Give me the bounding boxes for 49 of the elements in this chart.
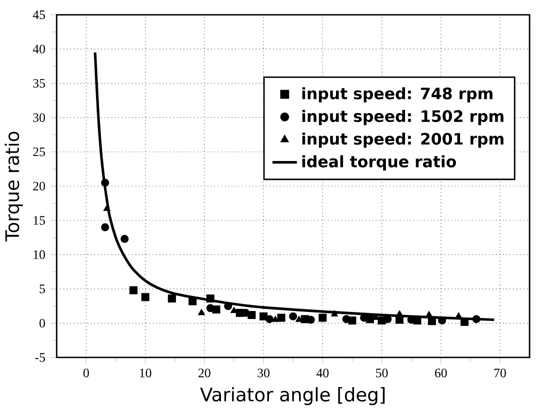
- point: [289, 312, 298, 320]
- point: [101, 223, 110, 232]
- x-tick-label: 40: [316, 368, 329, 378]
- point: [395, 316, 404, 324]
- legend-label: input speed: 2001 rpm: [302, 132, 504, 148]
- x-tick-label: 50: [376, 368, 388, 378]
- point: [101, 178, 110, 187]
- y-axis-title: Torque ratio: [4, 132, 23, 242]
- point: [472, 315, 480, 324]
- y-tick-label: 10: [34, 250, 45, 260]
- point: [129, 286, 138, 294]
- point: [272, 316, 279, 322]
- y-tick-label: 40: [32, 44, 45, 54]
- point: [384, 315, 392, 324]
- point: [206, 304, 214, 312]
- point: [206, 294, 214, 303]
- point: [120, 234, 129, 243]
- point: [198, 308, 205, 316]
- y-tick-label: 25: [33, 148, 45, 156]
- point: [318, 314, 327, 322]
- y-tick-label: 35: [33, 79, 45, 88]
- point: [342, 315, 350, 324]
- point: [265, 315, 274, 324]
- y-tick-label: 30: [33, 113, 45, 122]
- point: [103, 204, 110, 211]
- x-tick-label: 30: [258, 368, 270, 378]
- x-tick-label: 20: [198, 368, 210, 378]
- y-tick-label: -5: [35, 353, 45, 362]
- x-tick-label: 60: [435, 368, 447, 378]
- x-tick-label: 70: [494, 368, 506, 378]
- point: [168, 294, 176, 303]
- y-tick-label: 45: [32, 10, 45, 20]
- legend-label: input speed: 1502 rpm: [302, 110, 504, 126]
- point: [277, 314, 286, 322]
- legend-label: ideal torque ratio: [302, 155, 456, 171]
- x-tick-label: 0: [83, 368, 89, 378]
- y-tick-label: 20: [33, 182, 45, 191]
- x-axis-title: Variator angle [deg]: [200, 387, 385, 406]
- y-tick-label: 15: [34, 216, 45, 225]
- point: [141, 293, 150, 302]
- x-tick-label: 10: [140, 368, 152, 378]
- y-tick-label: 5: [40, 284, 45, 294]
- point: [428, 317, 436, 326]
- legend-label: input speed: 748 rpm: [302, 87, 492, 102]
- point: [224, 302, 232, 310]
- point: [230, 306, 238, 314]
- point: [330, 310, 338, 316]
- point: [188, 297, 197, 306]
- y-tick-label: 0: [40, 318, 45, 328]
